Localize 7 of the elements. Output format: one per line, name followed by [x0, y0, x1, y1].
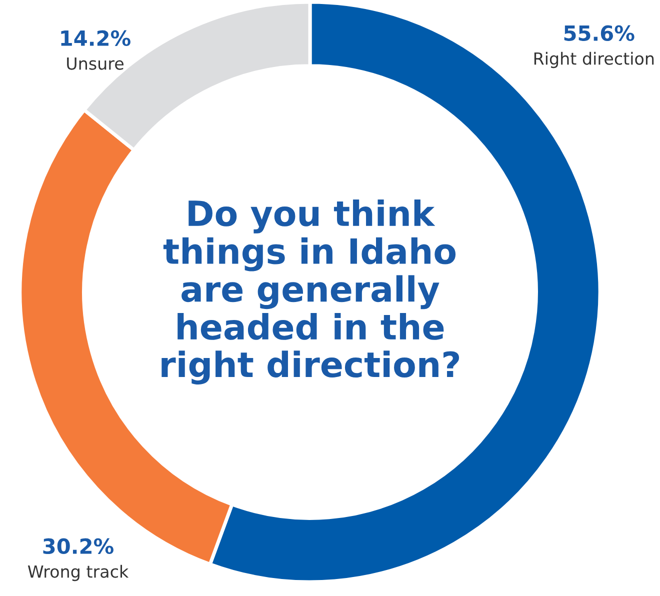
data-label: 14.2% — [61, 30, 130, 46]
slice-label: Wrong track — [28, 564, 129, 582]
data-label: 30.2% — [43, 538, 114, 554]
slice-label: Right direction — [534, 52, 654, 68]
slice-label: Unsure — [67, 57, 124, 70]
text: Do you think things in Idaho are generally headed in the right direction? — [162, 200, 460, 384]
data-label: 55.6% — [564, 25, 634, 42]
